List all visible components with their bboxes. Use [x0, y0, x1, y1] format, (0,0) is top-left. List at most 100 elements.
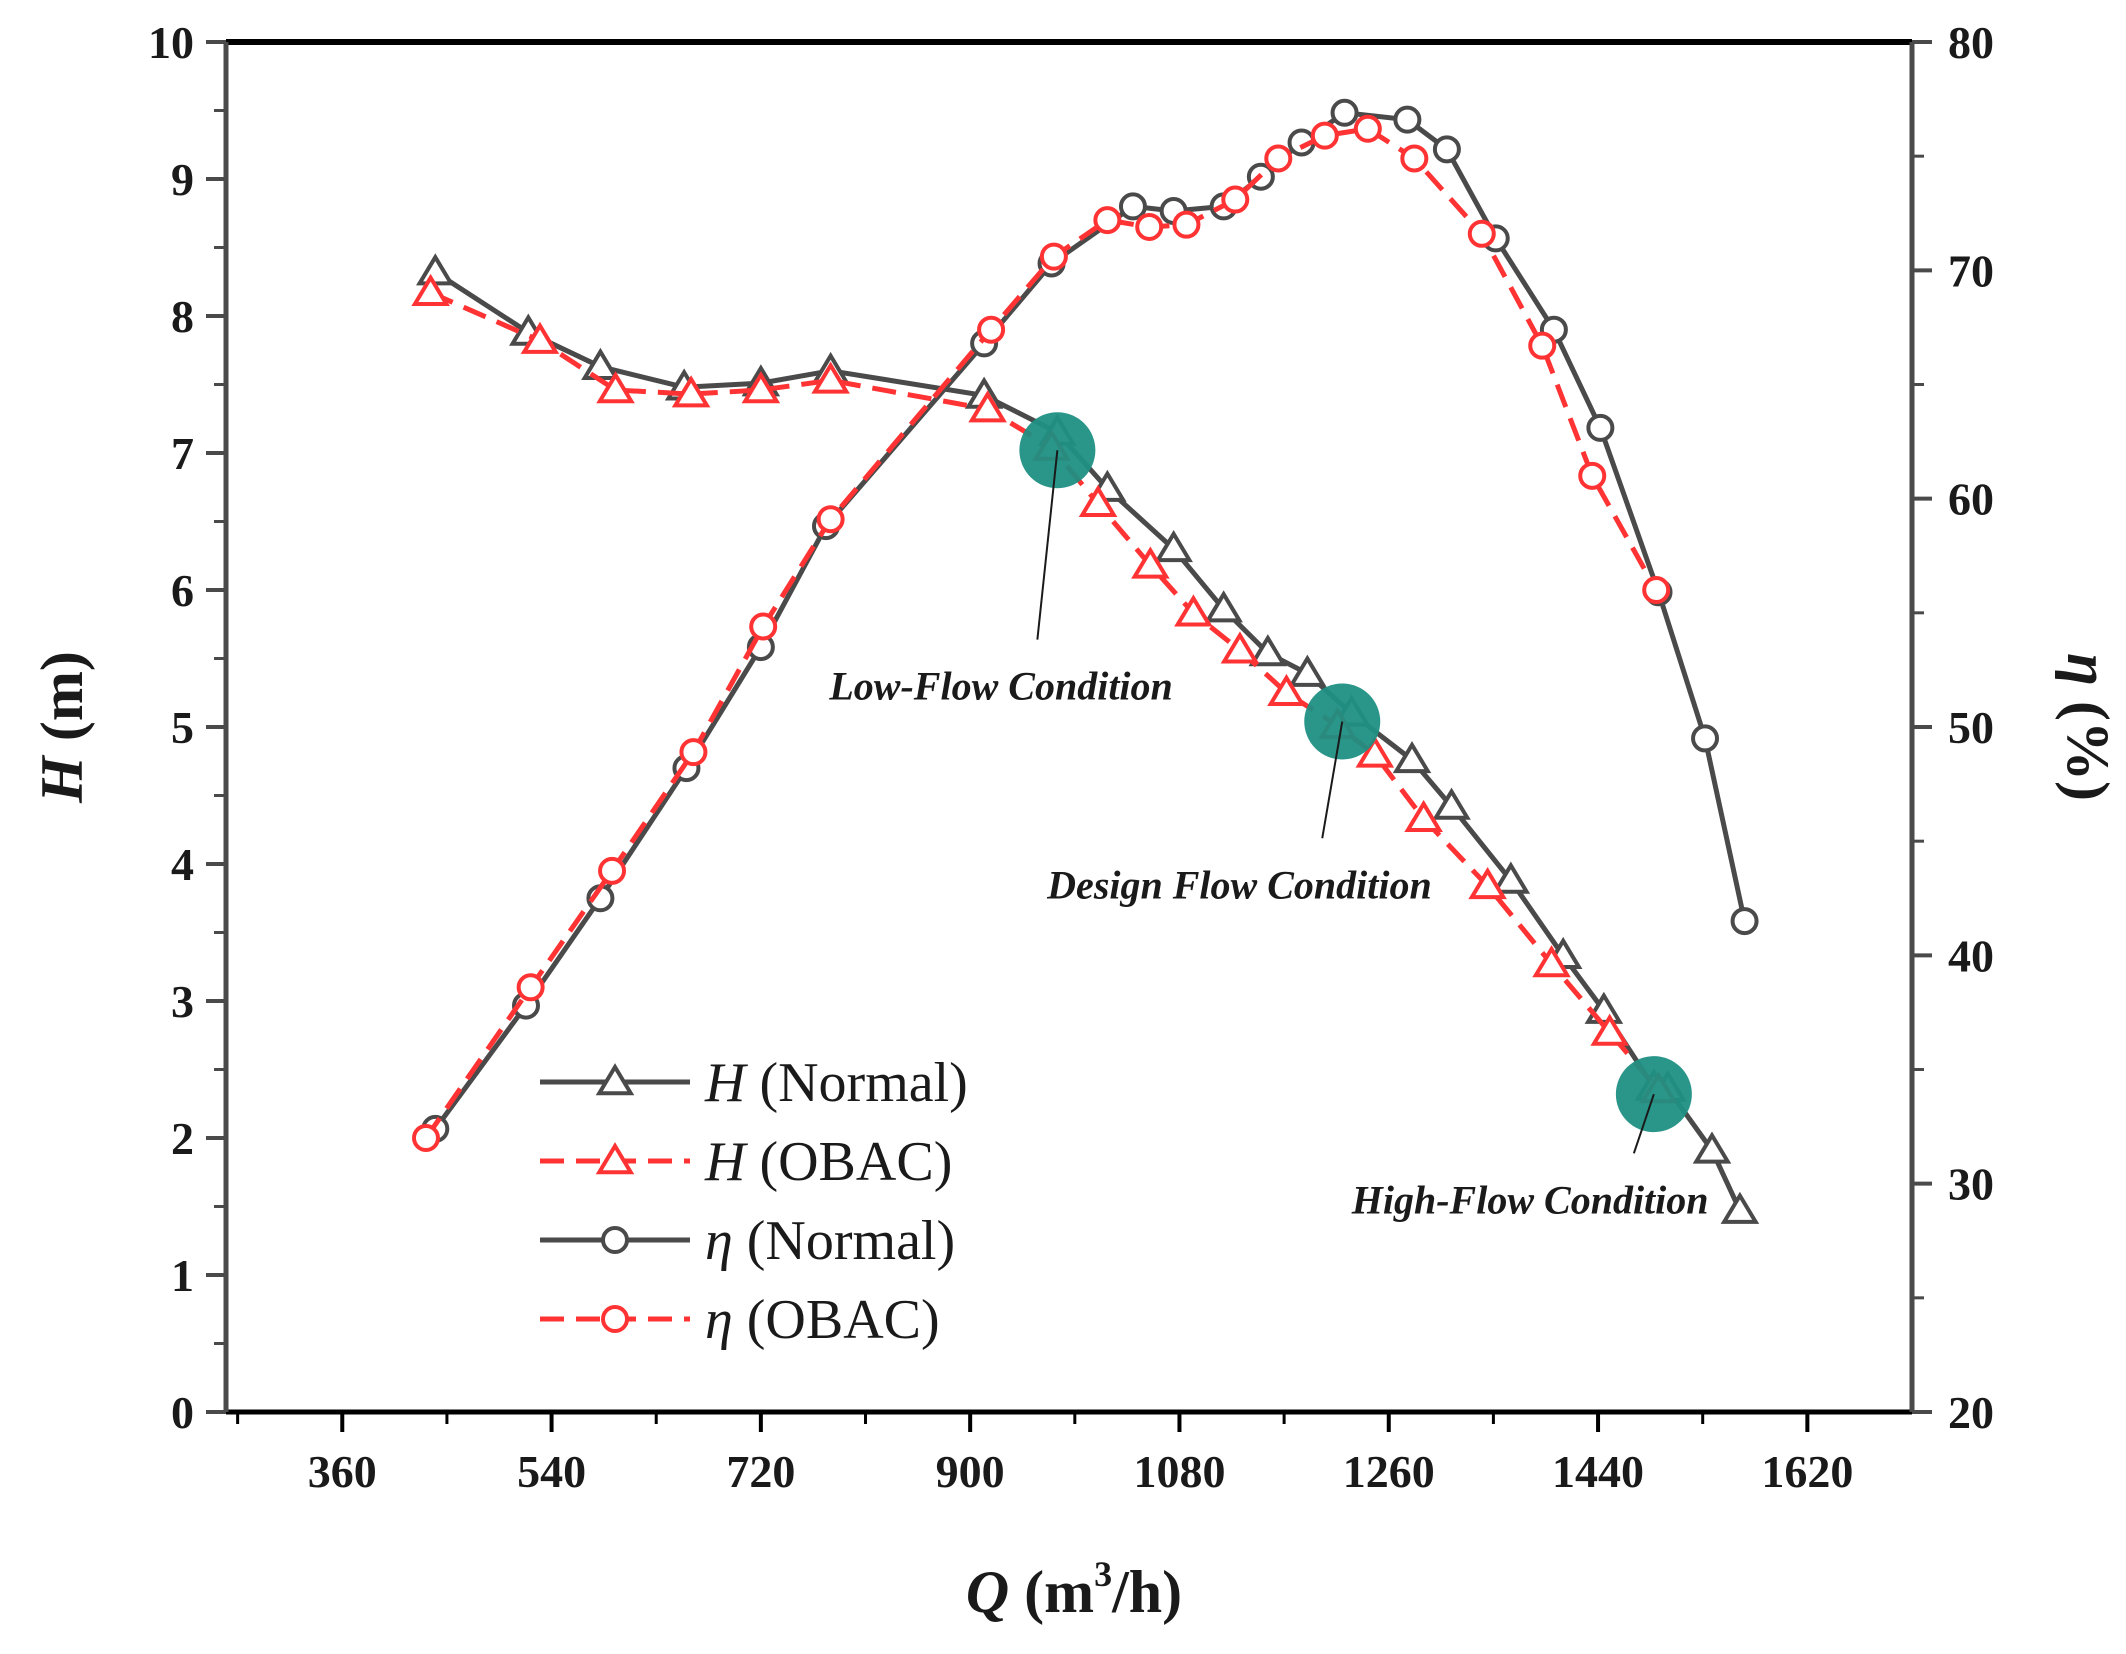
- x-axis-title-unit: (m: [1009, 1559, 1094, 1625]
- data-point-h-normal: [581, 347, 620, 380]
- data-point-h-normal: [1432, 787, 1471, 820]
- legend-label-name: (Normal): [745, 1052, 967, 1114]
- right-tick-label: 60: [1948, 474, 1994, 525]
- data-point-h-normal: [1248, 634, 1288, 667]
- condition-label-design-flow: Design Flow Condition: [1046, 862, 1432, 907]
- left-tick-label: 5: [171, 702, 194, 753]
- legend-label-var: η: [705, 1210, 733, 1272]
- x-tick-label: 360: [308, 1446, 377, 1497]
- data-point-eta-obac: [1467, 219, 1496, 248]
- data-point-h-obac: [741, 371, 781, 404]
- legend-label-eta-normal: η (Normal): [705, 1210, 955, 1272]
- x-axis-title: Q (m3/h): [966, 1554, 1182, 1625]
- x-tick-label: 1260: [1343, 1446, 1435, 1497]
- right-tick-label: 30: [1948, 1159, 1994, 1210]
- data-point-h-obac: [1174, 594, 1213, 627]
- left-tick-label: 6: [171, 565, 194, 616]
- x-tick-label: 1620: [1761, 1446, 1853, 1497]
- data-point-h-obac: [671, 375, 711, 408]
- series-eta-obac: [411, 114, 1671, 1152]
- series-line-h-normal: [433, 270, 1743, 1212]
- left-tick-label: 1: [171, 1250, 194, 1301]
- left-axis-title: H (m): [29, 651, 95, 804]
- data-point-eta-obac: [1310, 121, 1339, 150]
- left-tick-label: 9: [171, 154, 194, 205]
- data-point-eta-obac: [598, 856, 627, 885]
- left-tick-label: 4: [171, 839, 194, 890]
- data-point-eta-obac: [1093, 206, 1122, 235]
- left-tick-label: 2: [171, 1113, 194, 1164]
- legend-item-eta-obac: η (OBAC): [540, 1289, 940, 1351]
- condition-label-high-flow: High-Flow Condition: [1351, 1177, 1709, 1222]
- data-point-eta-obac: [679, 738, 708, 767]
- legend-label-var: H: [704, 1131, 748, 1193]
- right-axis-title: η (%): [2055, 653, 2121, 801]
- left-tick-label: 0: [171, 1387, 194, 1438]
- series-eta-normal: [421, 98, 1759, 1143]
- legend-label-name: (OBAC): [733, 1289, 940, 1351]
- legend-item-h-normal: H (Normal): [540, 1052, 968, 1114]
- x-tick-label: 1080: [1133, 1446, 1225, 1497]
- x-axis-title-var: Q: [966, 1559, 1009, 1625]
- data-point-h-obac: [1532, 945, 1571, 978]
- condition-leader-design-flow: [1321, 721, 1344, 839]
- data-point-eta-normal: [1691, 724, 1720, 753]
- data-point-eta-obac: [1264, 144, 1293, 173]
- data-point-eta-obac: [516, 973, 545, 1002]
- data-point-h-normal: [1692, 1131, 1732, 1164]
- left-axis-title-var: H: [29, 754, 95, 804]
- x-tick-label: 900: [936, 1446, 1005, 1497]
- data-point-h-obac: [596, 371, 635, 404]
- data-point-h-obac: [1590, 1013, 1629, 1046]
- data-point-eta-normal: [1118, 192, 1147, 221]
- condition-leader-high-flow: [1632, 1093, 1655, 1154]
- legend-marker-eta-normal: [601, 1226, 629, 1254]
- data-point-eta-obac: [1172, 210, 1201, 239]
- data-point-eta-obac: [1039, 242, 1068, 271]
- legend-label-var: H: [704, 1052, 748, 1114]
- data-point-h-normal: [1392, 740, 1432, 774]
- data-point-h-obac: [1267, 673, 1306, 706]
- legend-label-eta-obac: η (OBAC): [705, 1289, 940, 1351]
- left-tick-label: 8: [171, 291, 194, 342]
- right-axis-title-unit: (%): [2055, 686, 2121, 801]
- legend-item-h-obac: H (OBAC): [540, 1131, 952, 1193]
- left-tick-label: 7: [171, 428, 194, 479]
- data-point-eta-obac: [1400, 144, 1429, 173]
- data-point-eta-normal: [1432, 135, 1461, 164]
- x-tick-label: 540: [517, 1446, 586, 1497]
- data-point-eta-obac: [1578, 461, 1607, 490]
- condition-label-low-flow: Low-Flow Condition: [828, 664, 1172, 709]
- x-tick-label: 1440: [1552, 1446, 1644, 1497]
- data-point-h-normal: [1720, 1191, 1760, 1224]
- data-point-h-normal: [416, 253, 455, 286]
- data-point-eta-obac: [1528, 331, 1557, 360]
- data-point-eta-normal: [1393, 105, 1422, 134]
- right-tick-label: 70: [1948, 245, 1994, 296]
- legend-label-name: (OBAC): [745, 1131, 952, 1193]
- data-point-eta-obac: [816, 505, 845, 534]
- legend-label-h-obac: H (OBAC): [704, 1131, 952, 1193]
- legend-label-h-normal: H (Normal): [704, 1052, 968, 1114]
- data-point-h-obac: [1355, 735, 1395, 768]
- legend-label-var: η: [705, 1289, 733, 1351]
- data-point-h-normal: [1204, 590, 1243, 623]
- data-point-h-obac: [1468, 867, 1507, 900]
- legend-marker-eta-obac: [601, 1305, 629, 1333]
- legend-label-name: (Normal): [733, 1210, 955, 1272]
- x-axis-title-unit-close: /h): [1111, 1559, 1182, 1625]
- right-tick-label: 80: [1948, 17, 1994, 68]
- legend-item-eta-normal: η (Normal): [540, 1210, 955, 1272]
- left-tick-label: 10: [148, 17, 194, 68]
- data-point-h-obac: [411, 273, 450, 306]
- data-point-h-normal: [1154, 530, 1193, 563]
- data-point-eta-normal: [1586, 413, 1615, 442]
- series-line-eta-obac: [423, 126, 1659, 1140]
- right-tick-label: 50: [1948, 702, 1994, 753]
- data-point-eta-normal: [1730, 907, 1759, 936]
- condition-leader-low-flow: [1036, 450, 1059, 640]
- data-point-eta-obac: [411, 1124, 440, 1152]
- data-point-h-normal: [1491, 861, 1531, 894]
- right-tick-label: 40: [1948, 930, 1994, 981]
